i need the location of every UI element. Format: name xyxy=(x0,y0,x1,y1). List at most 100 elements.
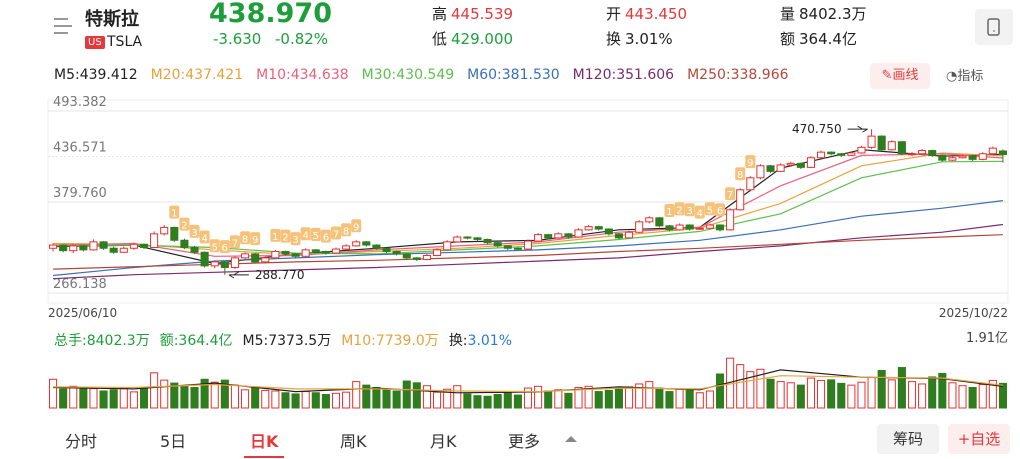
candle-body xyxy=(150,233,159,248)
volume-bar xyxy=(766,378,775,409)
candle-body xyxy=(69,245,78,252)
candle-body xyxy=(534,234,543,242)
volume-bar xyxy=(422,385,431,409)
volume-bar xyxy=(796,384,805,409)
td-badge xyxy=(290,232,301,246)
td-label: 9 xyxy=(747,158,753,169)
volume-bar xyxy=(79,386,88,409)
volume-bar xyxy=(49,378,58,409)
volume-bar xyxy=(918,383,927,409)
candle-body xyxy=(190,246,199,253)
volume-bar xyxy=(69,385,78,409)
candle-body xyxy=(594,226,603,230)
ma-line xyxy=(53,153,1003,257)
volume-bar xyxy=(170,382,179,409)
candle-body xyxy=(241,253,250,259)
ma-legend-item: M10:434.638 xyxy=(256,67,349,83)
candle-body xyxy=(796,162,805,168)
volume-bar xyxy=(534,385,543,409)
stat-label: 量 xyxy=(780,5,796,23)
td-label: 8 xyxy=(343,226,349,237)
candle-body xyxy=(928,150,937,156)
candle-body xyxy=(715,224,725,231)
candle-body xyxy=(503,245,512,249)
candle-body xyxy=(695,227,704,230)
volume-bar xyxy=(443,388,452,409)
volume-bar xyxy=(806,377,815,409)
ma-legend-item: M120:351.606 xyxy=(572,67,675,83)
view-toggle[interactable] xyxy=(975,9,1013,45)
candle-body xyxy=(79,245,88,251)
td-badge xyxy=(351,219,362,233)
candle-body xyxy=(938,154,947,161)
volume-bar xyxy=(503,392,512,409)
chart: 493.382 436.571 379.760 266.138 2025/06/10 20… xyxy=(47,95,1009,409)
candle-body xyxy=(736,189,745,211)
annotation: 288.770 xyxy=(255,268,305,282)
td-badge xyxy=(270,228,281,242)
candle-body xyxy=(574,229,583,238)
volume-bar xyxy=(776,381,785,409)
volume-bar xyxy=(271,390,280,409)
volume-bar xyxy=(230,384,239,409)
draw-button[interactable]: ✎画线 xyxy=(870,63,930,89)
tab[interactable]: 5日 xyxy=(160,432,187,451)
candle-body xyxy=(978,153,987,160)
volume-bar xyxy=(392,390,401,409)
volume-bar xyxy=(109,389,118,409)
candle-body xyxy=(705,224,714,229)
candle-body xyxy=(635,221,644,233)
stat-label: 额 xyxy=(780,30,796,48)
candle-body xyxy=(968,155,977,160)
indicator-button[interactable]: ◔指标 xyxy=(946,69,984,84)
volume-bar xyxy=(412,382,421,409)
volume-bar xyxy=(251,386,260,409)
candle-body xyxy=(321,250,330,254)
candle-body xyxy=(483,238,492,244)
volume-bar xyxy=(99,390,108,409)
td-badge xyxy=(725,187,736,201)
tab[interactable]: 周K xyxy=(340,432,367,451)
tab[interactable]: 日K xyxy=(244,428,285,458)
candle-body xyxy=(180,239,189,248)
indicator-label: 指标 xyxy=(957,69,984,84)
tab[interactable]: 月K xyxy=(430,432,457,451)
stat-value: 364.4亿 xyxy=(799,30,857,48)
td-label: 7 xyxy=(727,190,733,201)
volume-bar xyxy=(978,384,987,409)
td-badge xyxy=(704,202,715,216)
volume-bar xyxy=(887,379,896,409)
volume-bar xyxy=(342,391,351,409)
candle-body xyxy=(907,153,917,156)
ma-line xyxy=(53,223,1003,280)
candle-body xyxy=(433,249,442,256)
volume-bar xyxy=(362,384,371,409)
tab[interactable]: 分时 xyxy=(65,432,98,451)
volume-bar xyxy=(311,392,320,409)
td-label: 1 xyxy=(171,209,177,220)
td-label: 4 xyxy=(201,233,207,244)
volume-bar xyxy=(584,385,593,409)
volume-tick-label: 1.91亿 xyxy=(966,331,1008,346)
volume-bar xyxy=(594,391,603,409)
candle-body xyxy=(311,249,320,252)
volume-bar xyxy=(938,372,947,409)
volume-bar xyxy=(180,385,189,409)
volume-bar xyxy=(150,372,159,409)
volume-bar xyxy=(139,386,149,409)
y-tick-label: 493.382 xyxy=(53,95,107,110)
ma-legend-item: M20:437.421 xyxy=(150,67,244,83)
candle-body xyxy=(99,241,108,249)
action-button[interactable]: 筹码 xyxy=(877,424,939,454)
tab[interactable]: 更多 xyxy=(508,432,541,451)
action-button[interactable]: +自选 xyxy=(948,424,1010,454)
candle-body xyxy=(604,228,613,235)
candle-body xyxy=(49,244,58,249)
more-caret[interactable] xyxy=(564,434,578,444)
volume-bar xyxy=(948,382,957,409)
menu-icon[interactable] xyxy=(52,16,74,36)
y-tick-label: 379.760 xyxy=(53,186,107,201)
candle-body xyxy=(230,257,239,268)
td-label: 4 xyxy=(697,209,703,220)
